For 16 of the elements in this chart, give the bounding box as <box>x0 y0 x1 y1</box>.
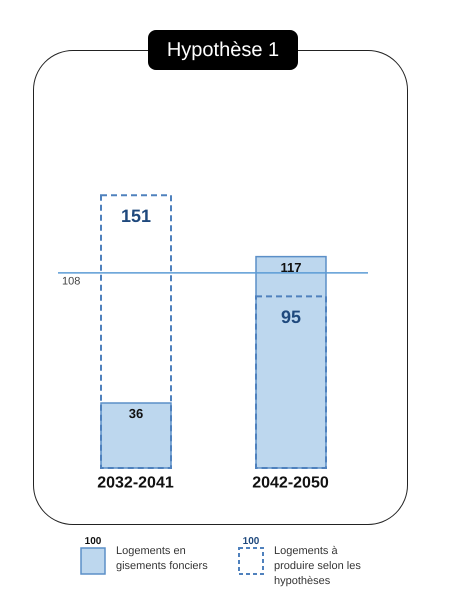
legend-label: Logements à produire selon les hypothèses <box>274 544 362 589</box>
x-tick-label: 2032-2041 <box>97 474 174 492</box>
legend-label: Logements en gisements fonciers <box>116 544 209 574</box>
data-label: 95 <box>280 307 302 328</box>
text: 100 <box>242 536 260 547</box>
bar <box>255 256 327 469</box>
bar <box>100 402 172 469</box>
bar <box>255 295 327 469</box>
data-label: 117 <box>280 260 302 275</box>
x-tick-label: 2042-2050 <box>252 474 329 492</box>
bar <box>100 194 172 469</box>
data-label: 36 <box>128 406 144 422</box>
ref-line-label: 108 <box>62 276 80 288</box>
data-label: 151 <box>120 206 152 226</box>
chart-title: Hypothèse 1 <box>148 30 298 70</box>
text: 100 <box>84 536 102 547</box>
